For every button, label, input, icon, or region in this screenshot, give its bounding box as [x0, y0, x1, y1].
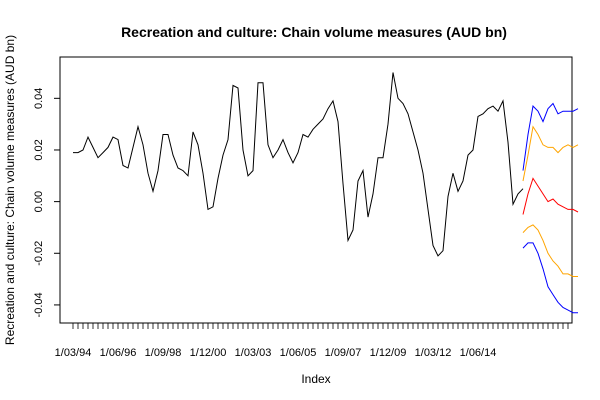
y-tick-label: -0.04	[33, 292, 45, 317]
x-tick-label: 1/12/09	[370, 347, 407, 359]
x-axis-label: Index	[301, 372, 330, 386]
x-axis: 1/03/94 1/06/96 1/09/98 1/12/00 1/03/03 1/06/…	[55, 323, 569, 359]
y-tick-label: 0.00	[33, 191, 45, 212]
y-tick-label: 0.04	[33, 88, 45, 109]
x-tick-label: 1/03/03	[235, 347, 272, 359]
x-tick-label: 1/06/05	[280, 347, 317, 359]
series-line-forecast-5	[522, 242, 578, 314]
chart-title: Recreation and culture: Chain volume mea…	[121, 24, 507, 40]
x-tick-label: 1/12/00	[190, 347, 227, 359]
series-layer	[73, 72, 579, 314]
series-line-forecast-2	[522, 125, 579, 182]
x-tick-label: 1/09/98	[145, 347, 182, 359]
y-tick-label: 0.02	[33, 139, 45, 160]
y-axis: -0.04 -0.02 0.00 0.02 0.04	[33, 88, 60, 317]
series-line-actual	[73, 72, 524, 257]
series-line-forecast-3	[522, 177, 579, 215]
x-tick-label: 1/03/94	[55, 347, 92, 359]
series-line-forecast-1	[522, 102, 579, 171]
y-tick-label: -0.02	[33, 241, 45, 266]
x-tick-label: 1/06/14	[460, 347, 497, 359]
x-tick-label: 1/09/07	[325, 347, 362, 359]
series-line-forecast-4	[522, 224, 578, 277]
x-tick-label: 1/06/96	[100, 347, 137, 359]
plot-area	[59, 56, 573, 324]
x-tick-label: 1/03/12	[415, 347, 452, 359]
y-axis-label: Recreation and culture: Chain volume mea…	[3, 35, 17, 345]
